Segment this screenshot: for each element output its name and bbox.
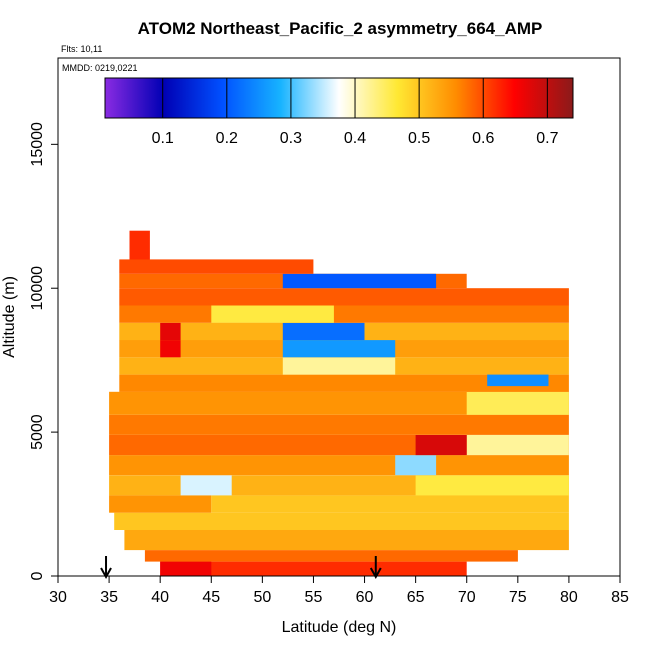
heatmap-cell: [129, 230, 150, 260]
x-tick-label: 60: [356, 589, 374, 606]
mmdd-label: MMDD: 0219,0221: [62, 63, 138, 73]
heatmap-cell: [119, 374, 569, 392]
heatmap-cell: [119, 305, 569, 323]
lat-arrows: [100, 556, 382, 580]
heatmap-cell: [282, 357, 396, 375]
x-tick-label: 70: [458, 589, 476, 606]
x-tick-label: 40: [151, 589, 169, 606]
heatmap-cell: [282, 340, 396, 358]
x-tick-label: 55: [305, 589, 323, 606]
x-tick-label: 35: [100, 589, 118, 606]
colorbar-tick-label: 0.2: [216, 130, 238, 147]
heatmap-cell: [109, 495, 212, 513]
colorbar-tick-label: 0.3: [280, 130, 302, 147]
heatmap-cell: [119, 288, 569, 306]
heatmap-cell: [282, 322, 365, 341]
heatmap-cell: [109, 455, 569, 476]
heatmap-cell: [282, 273, 437, 289]
x-tick-label: 30: [49, 589, 67, 606]
y-tick-label: 10000: [29, 266, 46, 311]
heatmap-cell: [109, 414, 569, 435]
x-tick-label: 45: [202, 589, 220, 606]
x-tick-label: 80: [560, 589, 578, 606]
heatmap-cell: [124, 530, 569, 551]
heatmap-cell: [415, 435, 467, 456]
colorbar-tick-label: 0.4: [344, 130, 366, 147]
x-tick-label: 75: [509, 589, 527, 606]
heatmap-cell: [395, 455, 437, 476]
plot-frame: [57, 57, 621, 577]
x-tick-label: 50: [253, 589, 271, 606]
heatmap-cell: [466, 435, 569, 456]
lat-arrow-head: [100, 567, 112, 580]
x-axis: 30 35 40 45 50 55 60 65 70 75 80 85: [49, 576, 629, 606]
heatmap-cell: [160, 340, 181, 358]
x-axis-label: Latitude (deg N): [282, 619, 397, 636]
heatmap-cell: [487, 374, 549, 387]
heatmap-cell: [211, 305, 334, 323]
heatmap-cell: [119, 259, 314, 274]
heatmap-cell: [160, 561, 212, 576]
heatmap-cell: [144, 550, 518, 562]
chart-title: ATOM2 Northeast_Pacific_2 asymmetry_664_…: [138, 19, 543, 38]
heatmap-cell: [160, 561, 467, 576]
colorbar: 0.1 0.2 0.3 0.4 0.5 0.6 0.7: [104, 77, 574, 147]
y-axis: 0 5000 10000 15000: [29, 122, 58, 580]
y-tick-label: 15000: [29, 122, 46, 167]
y-tick-label: 0: [29, 571, 46, 580]
x-tick-label: 65: [407, 589, 425, 606]
heatmap-cell: [466, 391, 569, 415]
y-tick-label: 5000: [29, 414, 46, 450]
x-tick-label: 85: [611, 589, 629, 606]
colorbar-tick-label: 0.1: [152, 130, 174, 147]
lat-arrow-head: [369, 567, 382, 580]
heatmap-cells: [109, 230, 569, 576]
heatmap-cell: [211, 495, 569, 513]
flights-label: Flts: 10,11: [61, 44, 102, 54]
colorbar-tick-label: 0.6: [472, 130, 494, 147]
heatmap-cell: [160, 322, 181, 341]
heatmap-cell: [180, 475, 232, 496]
colorbar-tick-label: 0.5: [408, 130, 430, 147]
heatmap-cell: [114, 512, 569, 530]
colorbar-tick-label: 0.7: [536, 130, 558, 147]
colorbar-gradient: [104, 77, 574, 119]
heatmap-cell: [415, 475, 569, 496]
heatmap-cell: [109, 391, 569, 415]
y-axis-label: Altitude (m): [1, 276, 18, 358]
